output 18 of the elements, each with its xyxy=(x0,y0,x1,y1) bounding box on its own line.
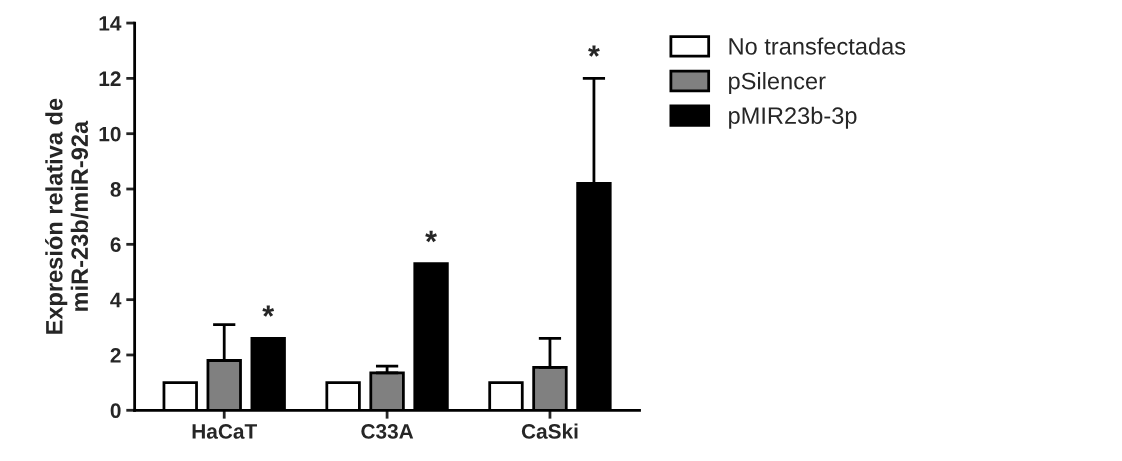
y-tick-label: 2 xyxy=(110,347,121,363)
x-tick-label: C33A xyxy=(361,424,414,439)
legend-label: No transfectadas xyxy=(729,37,906,55)
annotation: * xyxy=(588,45,600,57)
annotation: * xyxy=(262,305,275,317)
y-tick-label: 14 xyxy=(99,16,122,31)
x-tick-label: HaCaT xyxy=(192,424,257,439)
y-tick-label: 10 xyxy=(99,126,121,142)
x-tick-label: CaSki xyxy=(521,423,578,439)
annotation: * xyxy=(425,230,437,243)
y-tick-label: 0 xyxy=(110,403,121,419)
legend-label: pSilencer xyxy=(729,72,826,95)
legend-label: pMIR23b-3p xyxy=(729,106,857,129)
y-tick-label: 8 xyxy=(110,182,121,197)
y-tick-label: 12 xyxy=(99,71,121,86)
y-tick-label: 4 xyxy=(110,292,122,308)
y-tick-label: 6 xyxy=(110,237,121,253)
y-axis-title: Expresión relativa de miR-23b/miR-92a xyxy=(45,98,89,334)
